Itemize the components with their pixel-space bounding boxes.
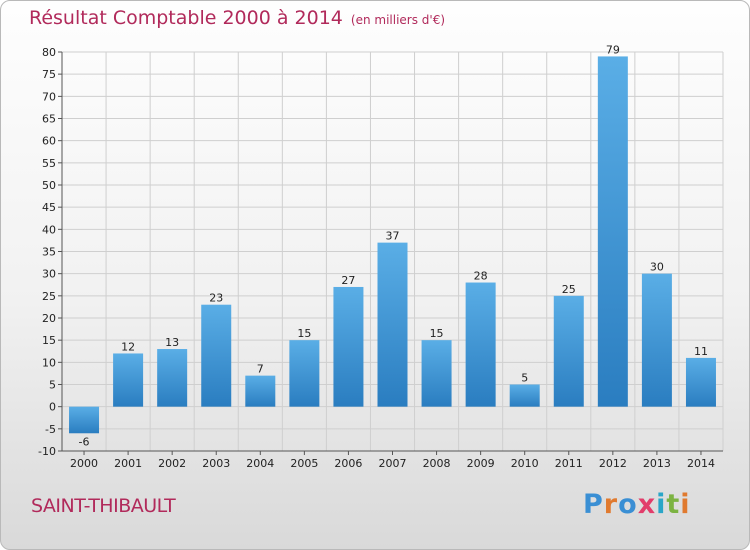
x-tick-label: 2012 [599,457,627,470]
bar-value-label: 13 [165,336,179,349]
x-tick-label: 2011 [555,457,583,470]
bar [377,242,408,407]
y-tick-label: 10 [42,356,56,369]
y-tick-label: 30 [42,268,56,281]
place-name: SAINT-THIBAULT [31,495,176,517]
bar-value-label: 23 [209,292,223,305]
bar-value-label: 30 [650,261,664,274]
bar-value-label: 12 [121,340,135,353]
x-tick-label: 2001 [114,457,142,470]
bar-value-label: 5 [521,372,528,385]
bar [113,353,144,407]
bar-value-label: 11 [694,345,708,358]
x-tick-label: 2003 [202,457,230,470]
logo-letter: P [583,489,604,520]
bar [69,406,100,434]
bar [465,282,496,407]
y-tick-label: 50 [42,179,56,192]
bar-value-label: 15 [297,327,311,340]
bar [597,56,628,407]
bar [333,286,364,407]
bar [685,357,716,407]
y-tick-label: -5 [45,423,56,436]
x-tick-label: 2010 [511,457,539,470]
y-tick-label: 0 [49,401,56,414]
proxiti-logo: Proxiti [583,489,691,520]
bar [201,304,232,407]
y-tick-label: 80 [42,46,56,59]
bar [157,349,188,407]
chart-title-text: Résultat Comptable 2000 à 2014 [29,7,343,29]
logo-letter: i [656,489,667,520]
bar-value-label: 15 [430,327,444,340]
bar [641,273,672,407]
y-tick-label: 75 [42,68,56,81]
bar [553,295,584,407]
y-tick-label: 70 [42,90,56,103]
y-tick-label: -10 [38,445,56,458]
y-tick-label: 40 [42,223,56,236]
x-tick-label: 2014 [687,457,715,470]
x-tick-label: 2009 [467,457,495,470]
bar-value-label: 27 [341,274,355,287]
bar-value-label: 37 [386,230,400,243]
bar-value-label: -6 [79,435,90,448]
y-tick-label: 20 [42,312,56,325]
y-tick-label: 25 [42,290,56,303]
logo-letter: i [680,489,691,520]
bar-value-label: 25 [562,283,576,296]
bar-value-label: 7 [257,363,264,376]
y-tick-label: 35 [42,246,56,259]
logo-letter: t [666,489,681,520]
bar [421,340,452,407]
bar [509,384,540,407]
y-tick-label: 55 [42,157,56,170]
x-tick-label: 2002 [158,457,186,470]
x-tick-label: 2013 [643,457,671,470]
y-tick-label: 45 [42,201,56,214]
x-tick-label: 2000 [70,457,98,470]
chart-subtitle: (en milliers d'€) [350,13,446,27]
y-tick-label: 15 [42,334,56,347]
x-tick-label: 2006 [334,457,362,470]
x-tick-label: 2004 [246,457,274,470]
logo-letter: r [603,489,619,520]
bar-value-label: 28 [474,270,488,283]
bar-value-label: 79 [606,43,620,56]
y-tick-label: 65 [42,113,56,126]
logo-letter: o [618,489,638,520]
bar [245,375,276,407]
y-tick-label: 5 [49,379,56,392]
x-tick-label: 2008 [423,457,451,470]
x-tick-label: 2005 [290,457,318,470]
y-tick-label: 60 [42,135,56,148]
chart-title: Résultat Comptable 2000 à 2014 (en millie… [29,7,445,29]
bar [289,340,320,407]
logo-letter: x [637,489,657,520]
x-tick-label: 2007 [379,457,407,470]
